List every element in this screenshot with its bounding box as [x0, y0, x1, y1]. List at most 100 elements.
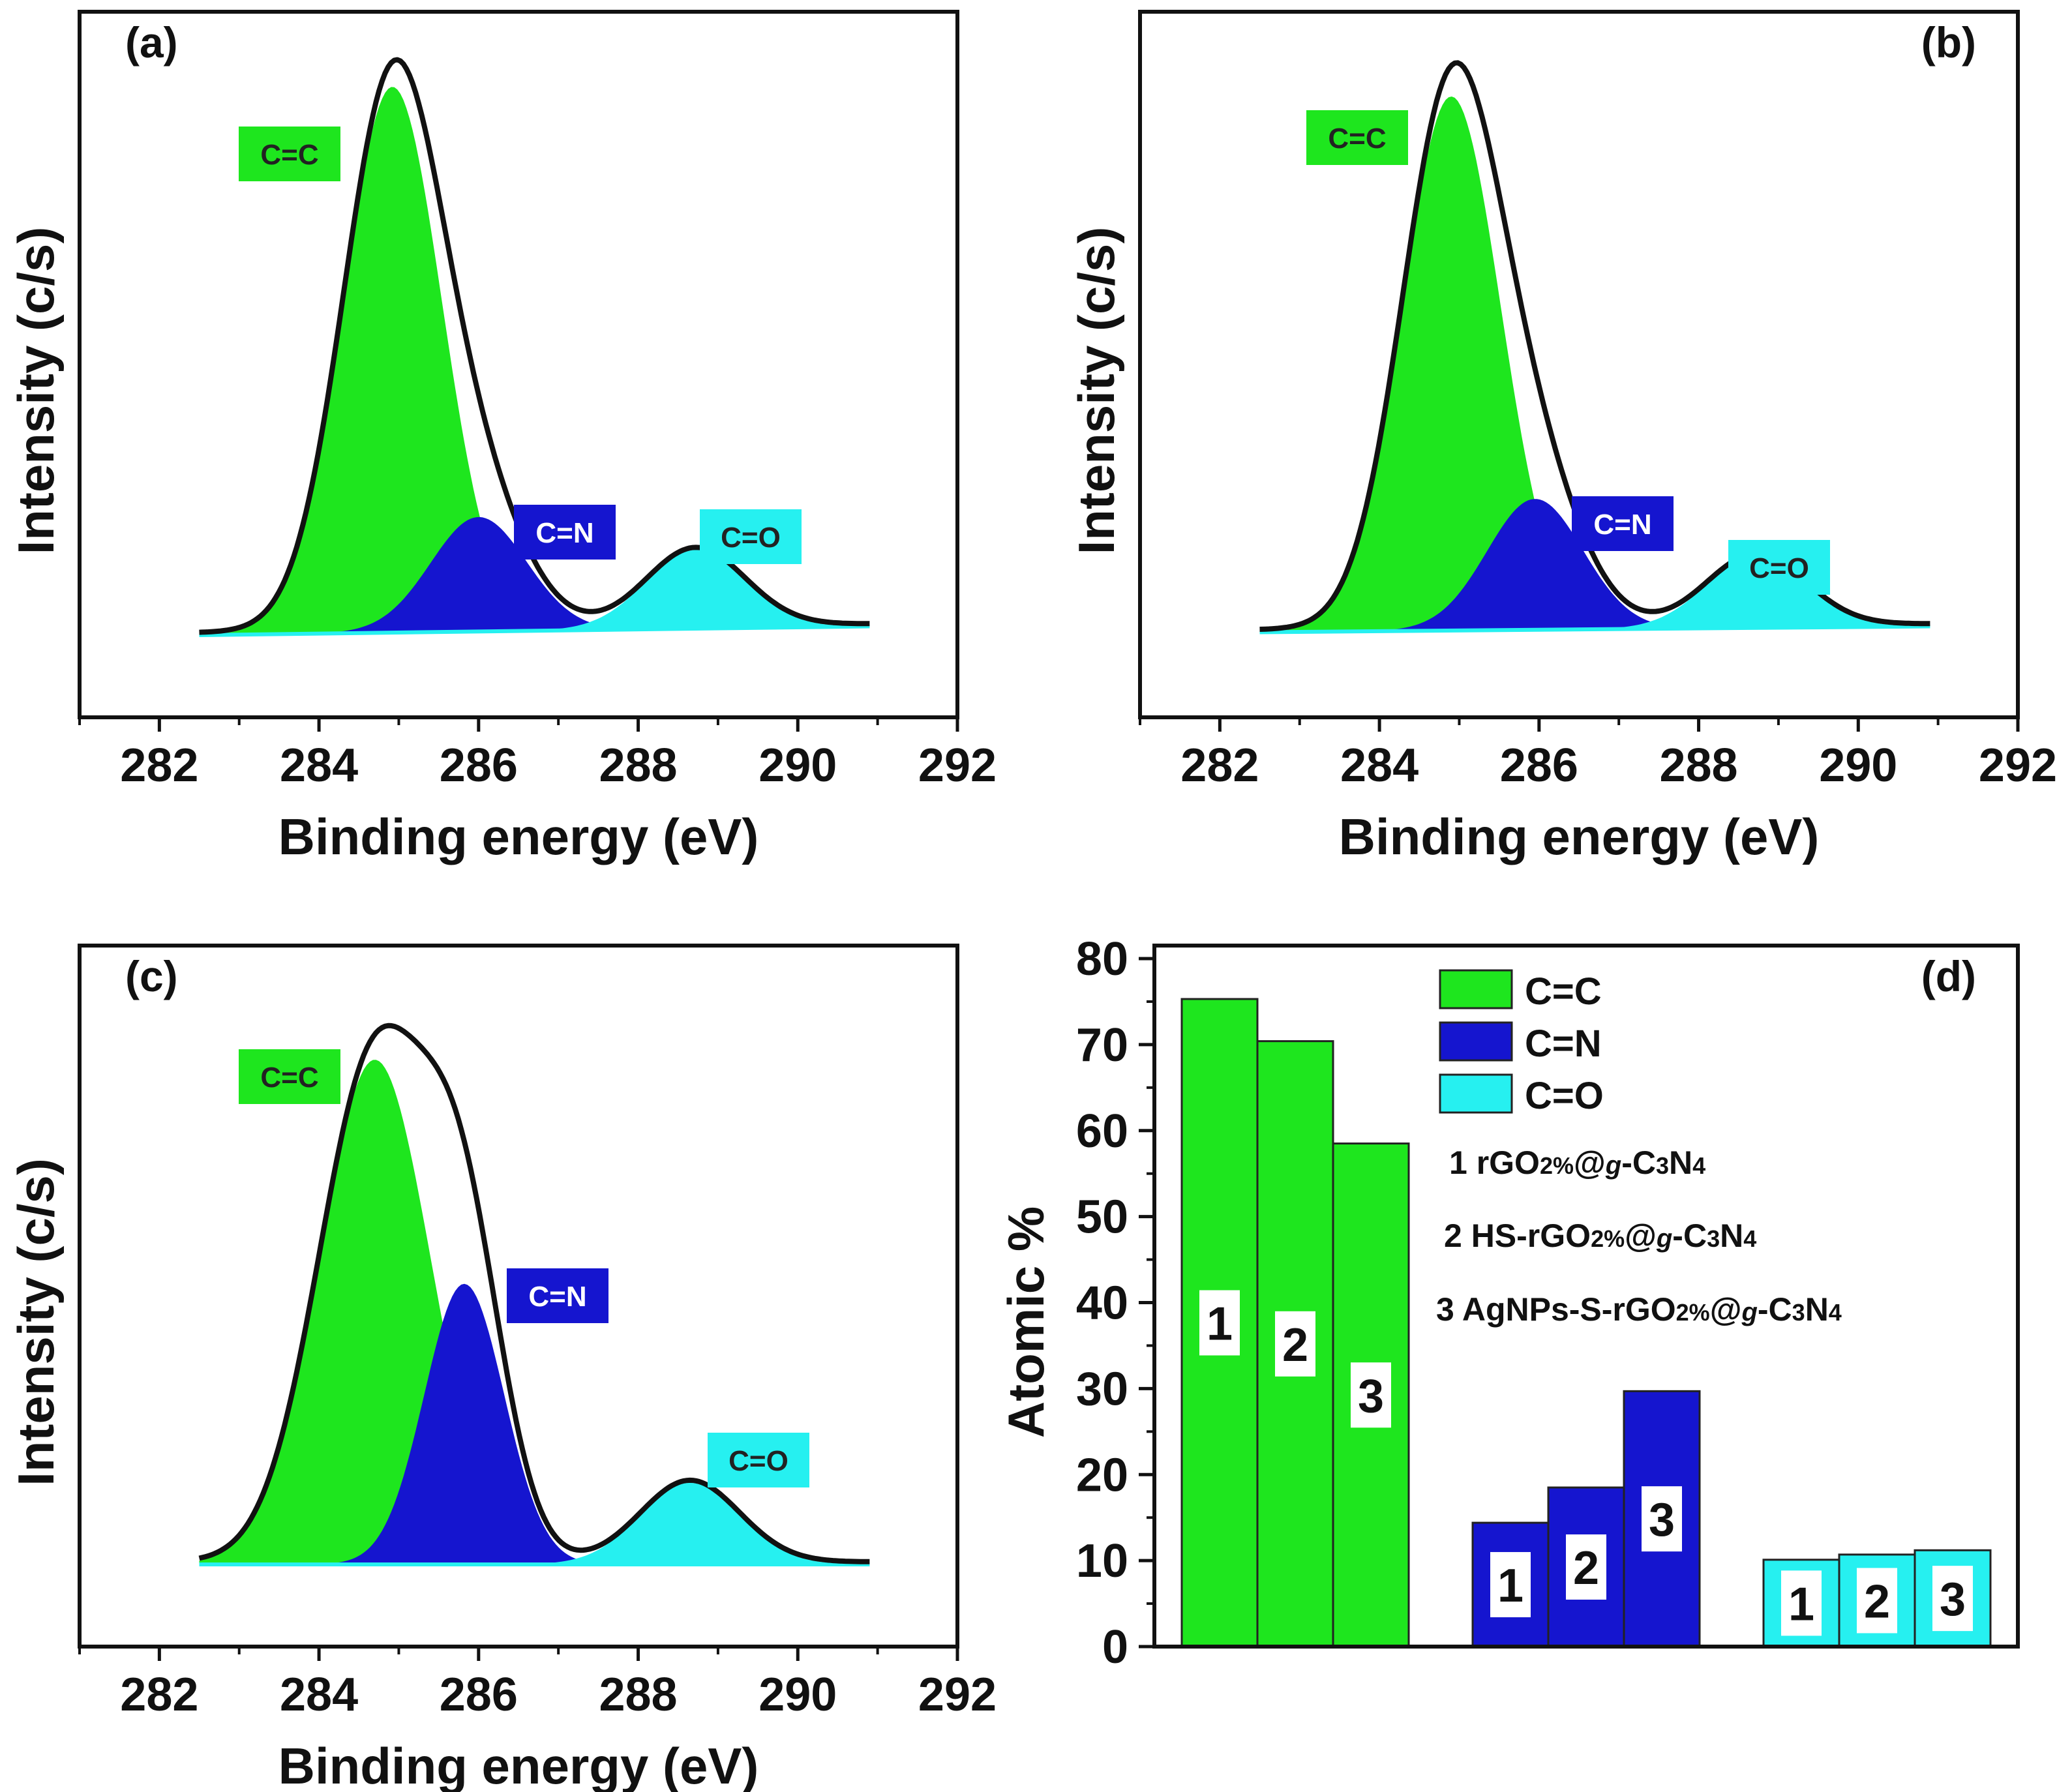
- bar-number-label: 1: [1788, 1578, 1814, 1630]
- y-tick-label: 30: [1076, 1363, 1128, 1415]
- bar-number-label: 1: [1207, 1298, 1233, 1350]
- peak-area-co: [199, 550, 870, 635]
- bar-number-label: 1: [1497, 1560, 1524, 1612]
- peak-label-box-cc: [1306, 110, 1408, 165]
- bar-number-label: 2: [1573, 1542, 1599, 1594]
- sample-text-part: @: [1710, 1291, 1742, 1328]
- peak-label-box-co: [700, 509, 802, 564]
- x-tick-label: 290: [758, 1669, 837, 1721]
- x-axis-title: Binding energy (eV): [278, 1737, 759, 1792]
- envelope-curve: [198, 1023, 870, 1564]
- legend-label-cc: C=C: [1525, 970, 1602, 1013]
- sample-text-part: N: [1805, 1291, 1829, 1328]
- sample-text-part: 3: [1707, 1225, 1720, 1252]
- peak-label-box-co: [1728, 540, 1830, 595]
- bar-number-box: [1566, 1534, 1606, 1600]
- y-tick-label: 40: [1076, 1277, 1128, 1330]
- y-axis-title: Intensity (c/s): [7, 227, 65, 555]
- peak-label-box-cn: [507, 1268, 608, 1323]
- peak-label-cc: C=C: [260, 139, 318, 171]
- sample-text-part: @: [1625, 1217, 1657, 1254]
- peak-label-box-co: [708, 1433, 809, 1487]
- spectrum-panel-2: 282 284 286 288 290 292 Binding energy (eV) Int…: [1068, 10, 2057, 865]
- panel-label: (d): [1921, 952, 1976, 1000]
- sample-text-part: N: [1669, 1144, 1692, 1181]
- sample-description-3: 3 AgNPs-S-rGO2%@g-C3N4: [1436, 1291, 1842, 1328]
- x-tick-label: 288: [599, 1669, 677, 1721]
- bar-number-box: [1781, 1570, 1822, 1636]
- peak-area-cc: [1259, 97, 1930, 633]
- legend-swatch-cc: [1439, 969, 1513, 1009]
- x-tick-label: 286: [440, 1669, 518, 1721]
- sample-text-part: N: [1720, 1217, 1743, 1254]
- y-tick-label: 70: [1076, 1019, 1128, 1071]
- peak-label-cc: C=C: [1328, 123, 1386, 155]
- x-tick-label: 288: [599, 739, 677, 792]
- bar-number-label: 3: [1358, 1370, 1384, 1422]
- peak-label-box-cn: [1572, 496, 1674, 551]
- sample-text-part: @: [1574, 1144, 1606, 1181]
- bar-number-box: [1857, 1568, 1897, 1634]
- peak-area-cc: [199, 87, 870, 635]
- panel-label: (c): [125, 952, 178, 1000]
- x-tick-label: 284: [280, 1669, 358, 1721]
- y-tick-label: 20: [1076, 1449, 1128, 1501]
- peak-area-cn: [199, 1283, 870, 1564]
- sample-text-part: 2%: [1591, 1225, 1625, 1252]
- sample-text-part: -C: [1621, 1144, 1656, 1181]
- x-axis-title: Binding energy (eV): [1339, 808, 1820, 865]
- peak-area-cn: [199, 516, 870, 635]
- x-tick-label: 284: [280, 739, 358, 792]
- sample-text-part: -C: [1672, 1217, 1707, 1254]
- panel-label: (b): [1921, 18, 1976, 67]
- bar-number-box: [1351, 1362, 1391, 1428]
- peak-label-co: C=O: [721, 522, 781, 554]
- x-tick-label: 286: [440, 739, 518, 792]
- peak-area-cn: [1259, 499, 1930, 633]
- sample-text-part: 3: [1436, 1291, 1462, 1328]
- peak-area-co: [199, 1482, 870, 1564]
- y-tick-label: 80: [1076, 933, 1128, 985]
- legend-swatch-cn: [1439, 1021, 1513, 1062]
- bar-number-label: 3: [1940, 1574, 1966, 1626]
- peak-area-cc: [199, 1060, 870, 1564]
- y-axis-title: Intensity (c/s): [7, 1158, 65, 1486]
- sample-text-part: g: [1741, 1298, 1757, 1326]
- x-tick-label: 288: [1659, 739, 1737, 792]
- bar-plot-frame: [1152, 944, 2020, 1649]
- y-tick-label: 50: [1076, 1191, 1128, 1244]
- x-tick-label: 286: [1500, 739, 1578, 792]
- bar-number-box: [1199, 1290, 1240, 1356]
- plot-frame: [1138, 10, 2020, 719]
- bar-number-box: [1490, 1552, 1531, 1618]
- y-tick-label: 10: [1076, 1535, 1128, 1587]
- legend-label-cn: C=N: [1525, 1023, 1602, 1065]
- sample-text-part: 4: [1743, 1225, 1756, 1252]
- bar-number-box: [1642, 1486, 1682, 1552]
- bar-number-label: 2: [1864, 1575, 1890, 1628]
- sample-text-part: 3: [1792, 1299, 1805, 1326]
- y-axis-title: Intensity (c/s): [1068, 227, 1125, 555]
- sample-text-part: AgNPs-S-rGO: [1462, 1291, 1676, 1328]
- peak-label-co: C=O: [1749, 552, 1809, 584]
- x-tick-label: 290: [1819, 739, 1897, 792]
- x-tick-label: 292: [1979, 739, 2057, 792]
- baseline-line: [1259, 624, 1930, 635]
- x-tick-label: 292: [918, 1669, 997, 1721]
- peak-label-cn: C=N: [535, 517, 593, 549]
- peak-label-box-cc: [239, 1049, 340, 1104]
- peak-label-cn: C=N: [1593, 509, 1651, 541]
- bar-number-box: [1932, 1566, 1973, 1632]
- sample-text-part: HS-rGO: [1471, 1217, 1591, 1254]
- x-tick-label: 282: [120, 1669, 198, 1721]
- x-tick-label: 282: [1180, 739, 1259, 792]
- panel-label: (a): [125, 18, 178, 67]
- y-axis-title: Atomic %: [997, 1206, 1055, 1438]
- sample-text-part: 2: [1444, 1217, 1471, 1254]
- sample-text-part: 4: [1692, 1152, 1705, 1179]
- y-tick-label: 0: [1102, 1621, 1128, 1673]
- sample-text-part: 2%: [1540, 1152, 1574, 1179]
- sample-text-part: g: [1605, 1151, 1621, 1180]
